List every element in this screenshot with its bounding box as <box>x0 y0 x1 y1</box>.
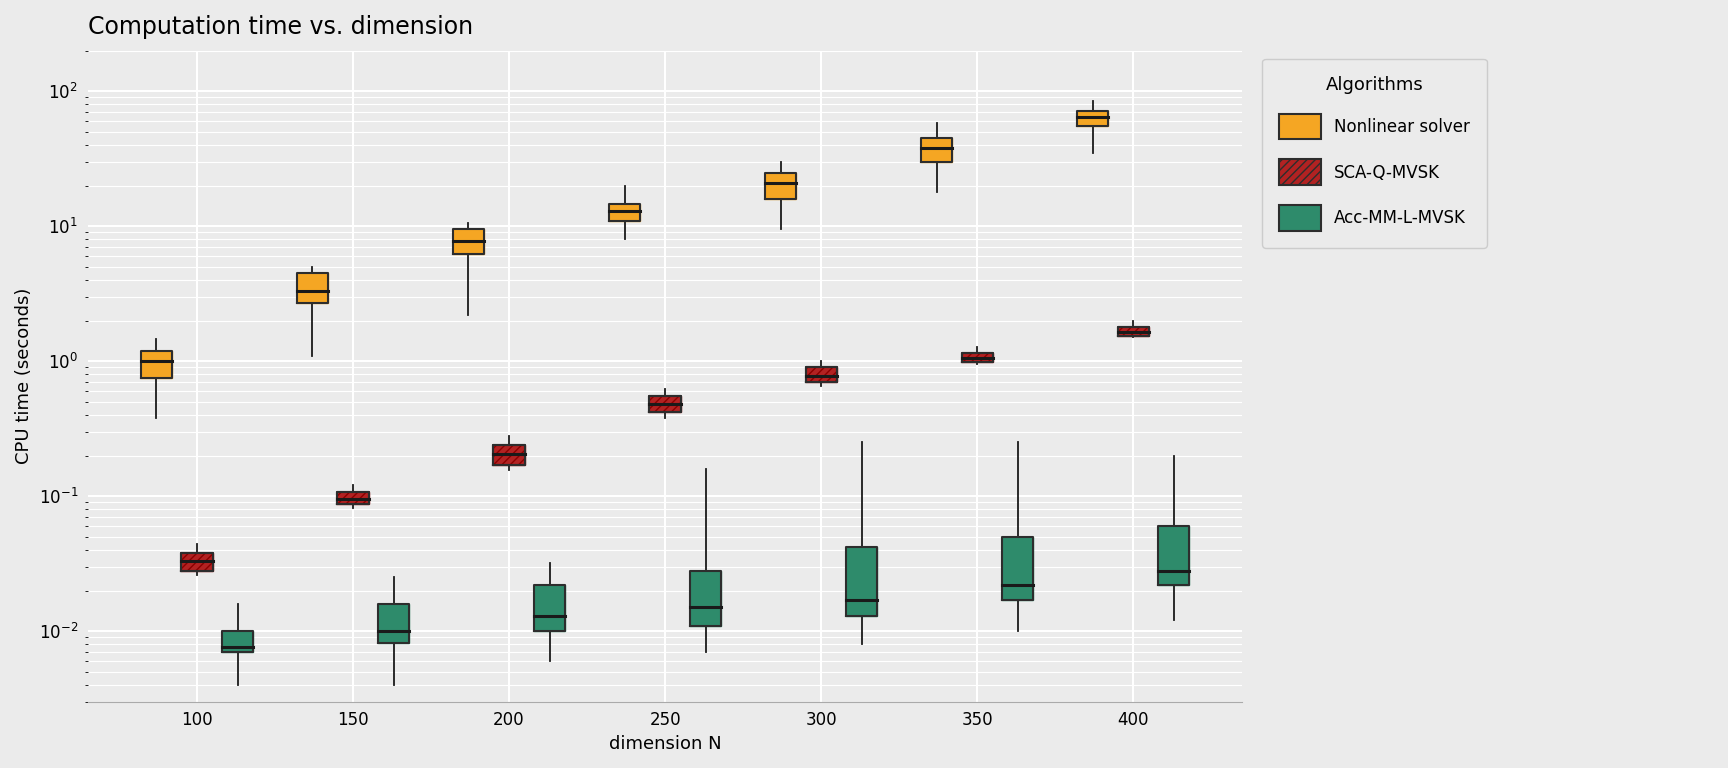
Polygon shape <box>453 230 484 254</box>
Polygon shape <box>689 571 721 626</box>
Polygon shape <box>337 492 368 504</box>
Polygon shape <box>534 585 565 631</box>
Polygon shape <box>766 173 797 199</box>
Polygon shape <box>650 396 681 412</box>
Polygon shape <box>221 631 252 652</box>
Legend: Nonlinear solver, SCA-Q-MVSK, Acc-MM-L-MVSK: Nonlinear solver, SCA-Q-MVSK, Acc-MM-L-M… <box>1263 59 1486 247</box>
Polygon shape <box>1002 537 1033 600</box>
Polygon shape <box>847 547 878 616</box>
Polygon shape <box>1118 326 1149 336</box>
Polygon shape <box>140 350 173 378</box>
Polygon shape <box>1158 526 1189 585</box>
Polygon shape <box>297 273 328 303</box>
Text: Computation time vs. dimension: Computation time vs. dimension <box>88 15 473 39</box>
Polygon shape <box>181 553 213 571</box>
Polygon shape <box>608 204 639 220</box>
X-axis label: dimension N: dimension N <box>608 735 721 753</box>
Y-axis label: CPU time (seconds): CPU time (seconds) <box>16 288 33 465</box>
Polygon shape <box>961 353 994 362</box>
Polygon shape <box>805 367 836 382</box>
Polygon shape <box>921 138 952 162</box>
Polygon shape <box>494 445 525 465</box>
Polygon shape <box>1077 111 1108 127</box>
Polygon shape <box>378 604 410 643</box>
